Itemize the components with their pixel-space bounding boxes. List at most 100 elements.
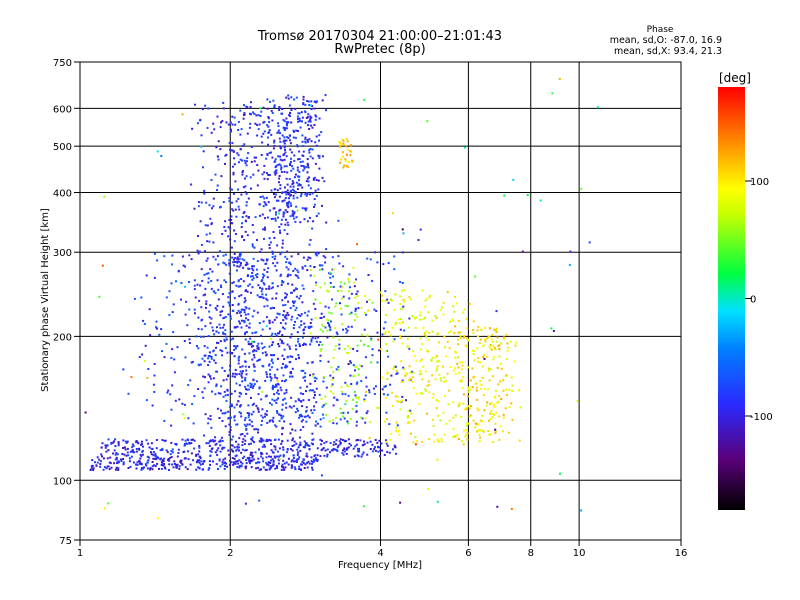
data-point (300, 415, 303, 418)
data-point (280, 442, 283, 445)
data-point (286, 189, 289, 192)
data-point (383, 385, 386, 388)
data-point (325, 440, 328, 443)
data-point (305, 420, 308, 423)
data-point (304, 193, 307, 196)
data-point (198, 467, 201, 470)
data-point (354, 309, 357, 312)
data-point (266, 463, 269, 466)
data-point (301, 207, 304, 210)
data-point (369, 440, 372, 443)
data-point (315, 340, 318, 343)
data-point (365, 376, 368, 379)
data-point (282, 398, 285, 401)
data-point (297, 457, 300, 460)
data-point (281, 134, 284, 137)
data-point (408, 347, 411, 350)
data-point (285, 218, 287, 221)
data-point (260, 110, 263, 113)
data-point (302, 344, 305, 346)
data-point (433, 440, 436, 443)
data-point (318, 264, 321, 267)
data-point (236, 312, 239, 315)
y-tick-label: 75 (59, 536, 72, 547)
data-point (318, 154, 321, 157)
data-point (453, 310, 456, 313)
data-point (265, 297, 268, 300)
data-point (283, 397, 286, 400)
data-point (255, 350, 258, 353)
data-point (150, 442, 153, 445)
data-point (410, 412, 413, 415)
data-point (289, 307, 292, 309)
data-point (500, 367, 503, 370)
data-point (355, 308, 357, 310)
data-point (420, 342, 423, 345)
data-point (113, 449, 116, 452)
data-point (483, 409, 486, 412)
data-point (222, 305, 225, 308)
data-point (251, 451, 254, 454)
data-point (485, 404, 488, 407)
data-point (217, 263, 220, 266)
data-point (427, 350, 429, 353)
data-point (278, 177, 281, 180)
data-point (415, 440, 418, 442)
data-point (305, 180, 308, 183)
data-point (267, 143, 269, 146)
data-point (259, 107, 262, 110)
data-point (262, 228, 265, 231)
data-point (208, 360, 211, 363)
data-point (296, 166, 299, 169)
data-point (293, 217, 296, 220)
data-point (292, 304, 295, 307)
data-point (228, 303, 231, 305)
data-point (219, 444, 222, 447)
data-point (258, 386, 261, 389)
data-point (256, 239, 258, 241)
data-point (357, 447, 359, 450)
data-point (251, 243, 254, 246)
data-point (347, 385, 350, 388)
data-point (303, 467, 306, 469)
data-point (306, 192, 309, 194)
data-point (297, 340, 299, 343)
data-point (259, 437, 262, 440)
data-point (197, 316, 200, 319)
data-point (288, 361, 291, 364)
data-point (181, 463, 184, 466)
data-point (240, 314, 242, 317)
data-point (98, 295, 101, 298)
data-point (217, 392, 220, 395)
data-point (386, 298, 389, 301)
data-point (147, 459, 150, 462)
data-point (314, 284, 317, 287)
data-point (250, 383, 253, 386)
data-point (434, 315, 437, 317)
data-point (409, 371, 412, 374)
data-point (326, 455, 329, 458)
data-point (209, 418, 212, 421)
data-point (420, 372, 423, 375)
data-point (137, 442, 140, 445)
data-point (233, 326, 236, 329)
data-point (345, 331, 348, 334)
data-point (212, 122, 215, 125)
data-point (145, 399, 148, 402)
data-point (325, 386, 328, 389)
data-point (366, 257, 369, 260)
data-point (417, 239, 420, 241)
data-point (188, 308, 191, 311)
data-point (359, 339, 362, 342)
data-point (222, 107, 225, 110)
data-point (355, 420, 358, 423)
data-point (251, 245, 254, 248)
data-point (248, 456, 251, 459)
data-point (458, 404, 460, 407)
data-point (388, 423, 391, 426)
data-point (493, 328, 495, 331)
data-point (374, 449, 377, 452)
data-point (181, 113, 184, 116)
data-point (401, 289, 403, 292)
data-point (163, 255, 166, 258)
